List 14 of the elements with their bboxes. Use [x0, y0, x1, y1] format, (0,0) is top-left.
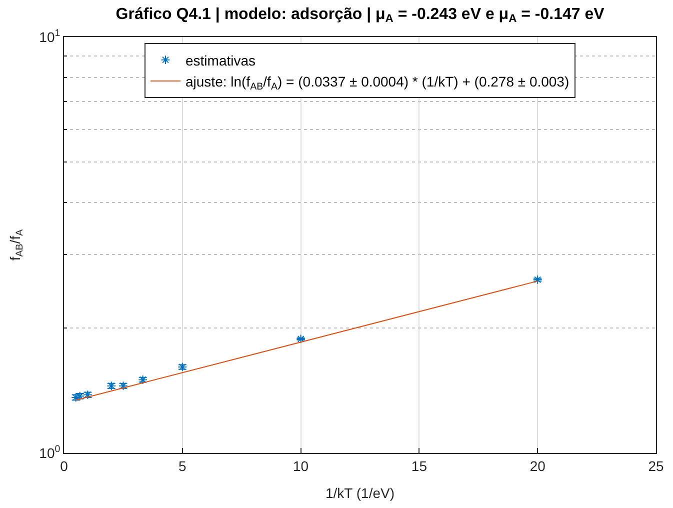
chart-title: Gráfico Q4.1 | modelo: adsorção | μ$_{A}$ = -0.243 eV e μ$_{A}$ = -0.147 eV: [116, 6, 605, 26]
x-axis-title: 1/kT (1/eV): [326, 485, 394, 502]
x-tick-label: 0: [60, 458, 68, 474]
x-tick-label: 5: [178, 458, 186, 474]
x-tick-label: 10: [293, 458, 309, 474]
point: [296, 334, 306, 344]
y-tick-label: 10$^{0}$: [39, 444, 61, 461]
legend-label: ajuste: ln(f$_{AB}$/f$_{A}$) = (0.0337 ± 0.0004) * (1/kT) + (0.278 ± 0.003): [186, 74, 570, 92]
x-tick-label: 15: [411, 458, 428, 474]
legend-label: estimativas: [186, 52, 256, 68]
x-tick-label: 25: [648, 458, 664, 474]
x-tick-label: 20: [530, 458, 546, 474]
y-tick-label: 10$^{1}$: [39, 28, 60, 45]
point: [532, 274, 542, 284]
